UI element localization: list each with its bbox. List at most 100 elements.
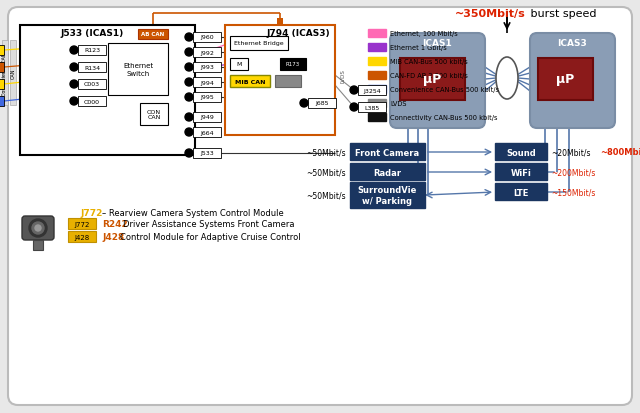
Text: J994: J994 bbox=[200, 80, 214, 85]
Circle shape bbox=[32, 223, 44, 235]
Bar bbox=[0, 63, 4, 73]
Bar bbox=[193, 113, 221, 123]
Bar bbox=[495, 183, 547, 201]
Text: Ethernet Bridge: Ethernet Bridge bbox=[234, 41, 284, 46]
Bar bbox=[138, 30, 168, 40]
Circle shape bbox=[70, 81, 78, 89]
Bar bbox=[275, 76, 301, 88]
Circle shape bbox=[185, 150, 193, 158]
Text: ~20Mbit/s: ~20Mbit/s bbox=[551, 148, 591, 157]
Text: LVDS: LVDS bbox=[340, 69, 346, 83]
Bar bbox=[78, 80, 106, 90]
Text: M: M bbox=[236, 62, 242, 67]
Text: CAN: CAN bbox=[10, 69, 15, 79]
Circle shape bbox=[35, 225, 41, 231]
Text: Connectivity CAN-Bus 500 kbit/s: Connectivity CAN-Bus 500 kbit/s bbox=[390, 115, 497, 121]
Text: burst speed: burst speed bbox=[527, 9, 596, 19]
Circle shape bbox=[185, 114, 193, 122]
Text: ICAS3: ICAS3 bbox=[557, 38, 587, 47]
Text: J960: J960 bbox=[200, 36, 214, 40]
Bar bbox=[368, 58, 386, 66]
Circle shape bbox=[185, 94, 193, 102]
Text: J772: J772 bbox=[74, 221, 90, 228]
Text: Driver Assistance Systems Front Camera: Driver Assistance Systems Front Camera bbox=[123, 220, 294, 229]
Text: ~200Mbit/s: ~200Mbit/s bbox=[551, 168, 595, 177]
Bar bbox=[495, 164, 547, 180]
Text: Ethernet 1 Gbit/s: Ethernet 1 Gbit/s bbox=[390, 45, 447, 51]
Text: MIB CAN: MIB CAN bbox=[235, 79, 265, 84]
Text: µP: µP bbox=[556, 74, 574, 86]
Bar bbox=[400, 59, 465, 101]
Text: J533 (ICAS1): J533 (ICAS1) bbox=[60, 29, 124, 38]
Text: Convenience CAN-Bus 500 kbit/s: Convenience CAN-Bus 500 kbit/s bbox=[390, 87, 499, 93]
Text: ~50Mbit/s: ~50Mbit/s bbox=[307, 168, 346, 177]
FancyBboxPatch shape bbox=[8, 8, 632, 405]
Text: ICAS1: ICAS1 bbox=[422, 38, 452, 47]
Bar bbox=[350, 183, 425, 209]
Bar bbox=[193, 48, 221, 58]
Bar bbox=[10, 41, 16, 106]
Text: J794 (ICAS3): J794 (ICAS3) bbox=[266, 29, 330, 38]
Bar bbox=[225, 26, 335, 136]
Bar bbox=[140, 104, 168, 126]
Text: J428: J428 bbox=[74, 235, 90, 240]
Text: J664: J664 bbox=[200, 130, 214, 135]
Text: Front Camera: Front Camera bbox=[355, 148, 419, 157]
Text: J995: J995 bbox=[200, 95, 214, 100]
Text: R242: R242 bbox=[102, 220, 128, 229]
Bar bbox=[495, 144, 547, 161]
Bar bbox=[368, 72, 386, 80]
Bar bbox=[193, 93, 221, 103]
Text: J3254: J3254 bbox=[363, 88, 381, 93]
Circle shape bbox=[350, 104, 358, 112]
Bar bbox=[78, 46, 106, 56]
Text: SurroundVie
w/ Parking: SurroundVie w/ Parking bbox=[357, 186, 417, 205]
Bar bbox=[33, 240, 43, 250]
Text: LTE: LTE bbox=[513, 188, 529, 197]
Bar bbox=[68, 218, 96, 230]
Bar bbox=[68, 231, 96, 242]
Text: WiFi: WiFi bbox=[511, 168, 531, 177]
Text: J533: J533 bbox=[200, 151, 214, 156]
Circle shape bbox=[29, 219, 47, 237]
FancyBboxPatch shape bbox=[22, 216, 54, 240]
Bar bbox=[2, 41, 8, 106]
Bar bbox=[368, 30, 386, 38]
Text: R173: R173 bbox=[286, 62, 300, 67]
Text: – Rearview Camera System Control Module: – Rearview Camera System Control Module bbox=[102, 209, 284, 218]
Text: L385: L385 bbox=[364, 105, 380, 110]
Text: CAN-FD AB 2,000 kbit/s: CAN-FD AB 2,000 kbit/s bbox=[390, 73, 468, 79]
Bar bbox=[277, 19, 283, 25]
Bar bbox=[0, 80, 4, 90]
Text: MIB CAN-Bus 500 kbit/s: MIB CAN-Bus 500 kbit/s bbox=[390, 59, 468, 65]
Bar bbox=[350, 164, 425, 180]
Text: AB CAN: AB CAN bbox=[141, 33, 164, 38]
Bar bbox=[193, 149, 221, 159]
Circle shape bbox=[350, 87, 358, 95]
Circle shape bbox=[185, 79, 193, 87]
Bar bbox=[78, 97, 106, 107]
Text: J428: J428 bbox=[102, 233, 124, 242]
Circle shape bbox=[300, 100, 308, 108]
Text: J685: J685 bbox=[316, 101, 329, 106]
Text: J993: J993 bbox=[200, 65, 214, 70]
Bar bbox=[0, 97, 4, 107]
Text: C003: C003 bbox=[84, 82, 100, 87]
Bar bbox=[368, 44, 386, 52]
Bar bbox=[538, 59, 593, 101]
Text: ~350Mbit/s: ~350Mbit/s bbox=[455, 9, 525, 19]
Text: Convenience CAN: Convenience CAN bbox=[3, 52, 8, 95]
Circle shape bbox=[70, 98, 78, 106]
Bar bbox=[308, 99, 336, 109]
Text: C000: C000 bbox=[84, 99, 100, 104]
Text: R134: R134 bbox=[84, 65, 100, 70]
Bar bbox=[358, 86, 386, 96]
Text: CON
CAN: CON CAN bbox=[147, 109, 161, 120]
Bar bbox=[230, 37, 288, 51]
Bar bbox=[230, 59, 248, 71]
FancyBboxPatch shape bbox=[390, 34, 485, 129]
Bar bbox=[358, 103, 386, 113]
Circle shape bbox=[185, 129, 193, 137]
Text: J772: J772 bbox=[80, 209, 102, 218]
Bar bbox=[193, 33, 221, 43]
